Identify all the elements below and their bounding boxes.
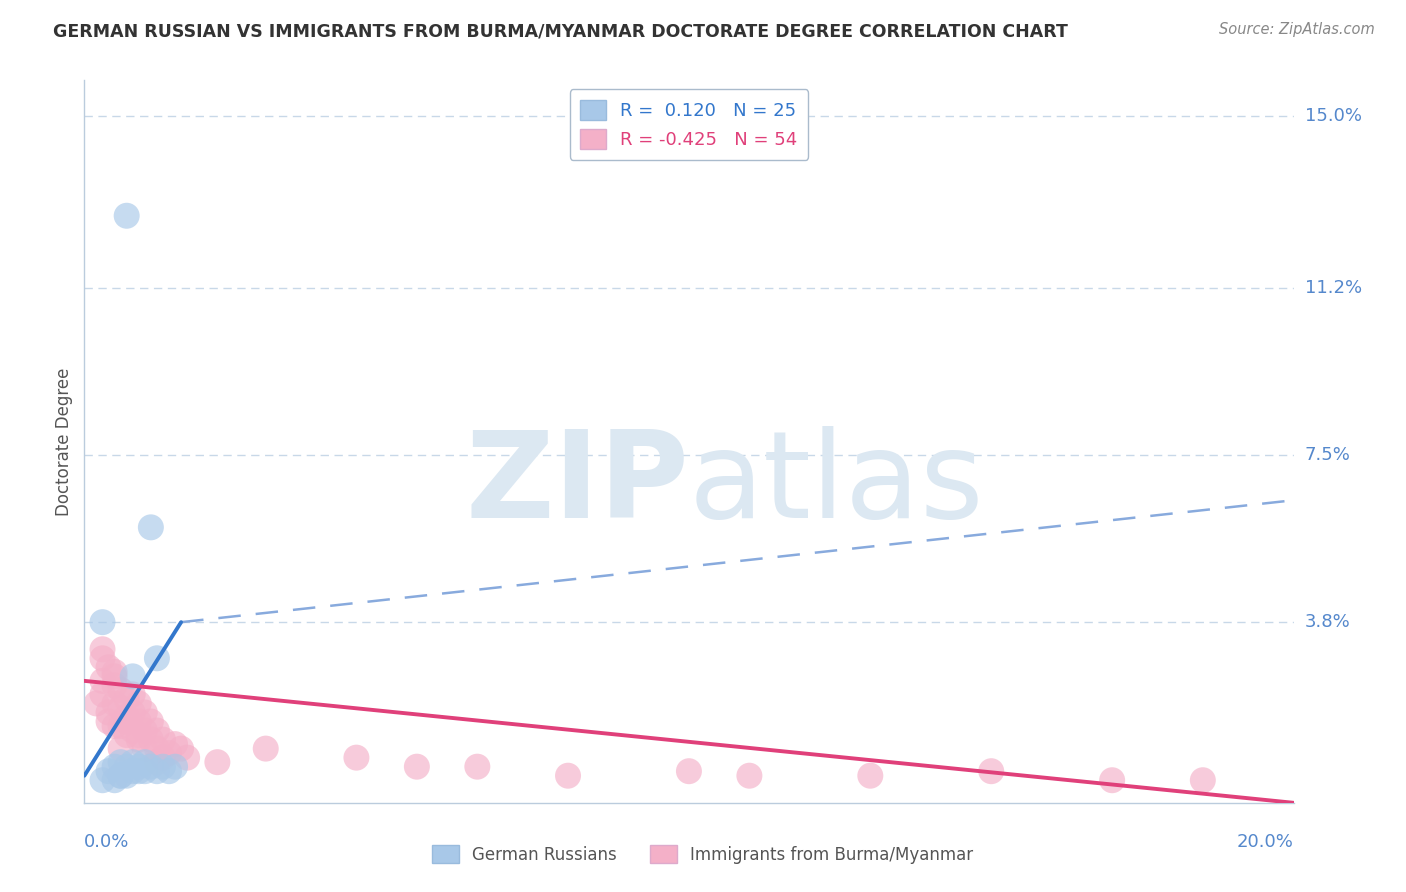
Point (146, 741, 169, 756)
Text: ZIP: ZIP (465, 426, 689, 543)
Point (467, 760, 489, 774)
Point (115, 760, 138, 774)
Point (86, 697, 108, 711)
Text: 0.0%: 0.0% (84, 833, 129, 851)
Point (157, 746, 180, 760)
Point (110, 769, 132, 783)
Point (128, 764, 150, 779)
Text: Source: ZipAtlas.com: Source: ZipAtlas.com (1219, 22, 1375, 37)
Point (165, 737, 187, 751)
Point (104, 719, 127, 733)
Point (121, 764, 143, 779)
Point (91, 773, 114, 788)
Point (128, 728, 150, 742)
Point (121, 706, 143, 720)
Point (1192, 773, 1215, 788)
Point (110, 755, 132, 769)
Point (110, 701, 132, 715)
Point (104, 669, 127, 683)
Point (110, 682, 132, 697)
Point (134, 764, 156, 779)
Legend: R =  0.120   N = 25, R = -0.425   N = 54: R = 0.120 N = 25, R = -0.425 N = 54 (569, 89, 808, 160)
Point (128, 732, 150, 747)
Point (128, 760, 150, 774)
Point (110, 719, 132, 733)
Point (139, 732, 162, 747)
Text: 3.8%: 3.8% (1305, 613, 1350, 632)
Legend: German Russians, Immigrants from Burma/Myanmar: German Russians, Immigrants from Burma/M… (426, 838, 980, 871)
Point (157, 764, 180, 779)
Point (128, 697, 150, 711)
Point (121, 687, 143, 701)
Point (678, 764, 700, 779)
Point (134, 723, 156, 738)
Point (91, 642, 114, 657)
Point (115, 692, 138, 706)
Point (1101, 773, 1123, 788)
Point (152, 760, 174, 774)
Point (139, 520, 162, 534)
Point (110, 769, 132, 783)
Point (176, 750, 198, 764)
Point (146, 651, 169, 665)
Point (557, 769, 579, 783)
Point (97, 660, 120, 674)
Point (115, 714, 138, 729)
Point (91, 673, 114, 688)
Point (146, 755, 169, 769)
Point (139, 714, 162, 729)
Point (97, 706, 120, 720)
Point (121, 755, 143, 769)
Point (115, 209, 138, 223)
Text: GERMAN RUSSIAN VS IMMIGRANTS FROM BURMA/MYANMAR DOCTORATE DEGREE CORRELATION CHA: GERMAN RUSSIAN VS IMMIGRANTS FROM BURMA/… (53, 22, 1069, 40)
Point (139, 760, 162, 774)
Point (128, 714, 150, 729)
Point (91, 687, 114, 701)
Point (152, 750, 174, 764)
Point (146, 723, 169, 738)
Point (115, 769, 138, 783)
Point (115, 728, 138, 742)
Point (121, 723, 143, 738)
Point (134, 755, 156, 769)
Point (980, 764, 1002, 779)
Text: 7.5%: 7.5% (1305, 446, 1351, 464)
Point (97, 714, 120, 729)
Point (104, 678, 127, 692)
Point (115, 710, 138, 724)
Point (104, 697, 127, 711)
Text: atlas: atlas (689, 426, 984, 543)
Point (146, 764, 169, 779)
Point (165, 760, 187, 774)
Y-axis label: Doctorate Degree: Doctorate Degree (55, 368, 73, 516)
Point (134, 706, 156, 720)
Point (346, 750, 368, 764)
Point (104, 665, 127, 679)
Point (91, 615, 114, 630)
Point (91, 651, 114, 665)
Text: 20.0%: 20.0% (1237, 833, 1294, 851)
Point (738, 769, 761, 783)
Point (104, 773, 127, 788)
Point (859, 769, 882, 783)
Point (97, 764, 120, 779)
Text: 15.0%: 15.0% (1305, 107, 1361, 126)
Point (170, 741, 193, 756)
Point (121, 669, 143, 683)
Point (207, 755, 229, 769)
Point (104, 760, 127, 774)
Point (254, 741, 277, 756)
Point (152, 732, 174, 747)
Point (406, 760, 429, 774)
Text: 11.2%: 11.2% (1305, 279, 1362, 297)
Point (134, 741, 156, 756)
Point (110, 741, 132, 756)
